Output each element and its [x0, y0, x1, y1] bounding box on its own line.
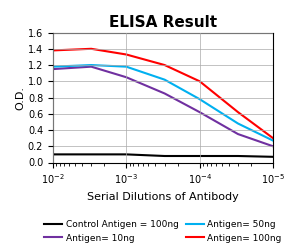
Antigen= 10ng — [124, 76, 128, 79]
Antigen= 50ng — [198, 98, 201, 101]
Control Antigen = 100ng — [236, 154, 240, 158]
Antigen= 50ng — [51, 65, 55, 68]
Title: ELISA Result: ELISA Result — [109, 15, 217, 30]
Line: Antigen= 100ng: Antigen= 100ng — [53, 49, 273, 138]
Antigen= 50ng — [163, 78, 166, 81]
Antigen= 100ng — [198, 80, 201, 83]
Antigen= 10ng — [271, 145, 275, 148]
Control Antigen = 100ng — [89, 153, 93, 156]
Control Antigen = 100ng — [163, 154, 166, 158]
Line: Control Antigen = 100ng: Control Antigen = 100ng — [53, 154, 273, 157]
X-axis label: Serial Dilutions of Antibody: Serial Dilutions of Antibody — [87, 192, 239, 202]
Control Antigen = 100ng — [51, 153, 55, 156]
Antigen= 100ng — [89, 47, 93, 50]
Antigen= 100ng — [51, 49, 55, 52]
Antigen= 10ng — [163, 92, 166, 95]
Legend: Control Antigen = 100ng, Antigen= 10ng, Antigen= 50ng, Antigen= 100ng: Control Antigen = 100ng, Antigen= 10ng, … — [40, 216, 286, 246]
Antigen= 100ng — [271, 137, 275, 140]
Antigen= 100ng — [124, 53, 128, 56]
Antigen= 50ng — [236, 122, 240, 125]
Antigen= 10ng — [236, 132, 240, 136]
Y-axis label: O.D.: O.D. — [15, 86, 25, 110]
Antigen= 50ng — [124, 65, 128, 68]
Line: Antigen= 50ng: Antigen= 50ng — [53, 65, 273, 140]
Control Antigen = 100ng — [124, 153, 128, 156]
Line: Antigen= 10ng: Antigen= 10ng — [53, 67, 273, 146]
Control Antigen = 100ng — [271, 155, 275, 158]
Antigen= 100ng — [236, 111, 240, 114]
Antigen= 10ng — [198, 111, 201, 114]
Control Antigen = 100ng — [198, 154, 201, 158]
Antigen= 10ng — [89, 65, 93, 68]
Antigen= 10ng — [51, 68, 55, 70]
Antigen= 50ng — [89, 64, 93, 66]
Antigen= 50ng — [271, 139, 275, 142]
Antigen= 100ng — [163, 64, 166, 66]
